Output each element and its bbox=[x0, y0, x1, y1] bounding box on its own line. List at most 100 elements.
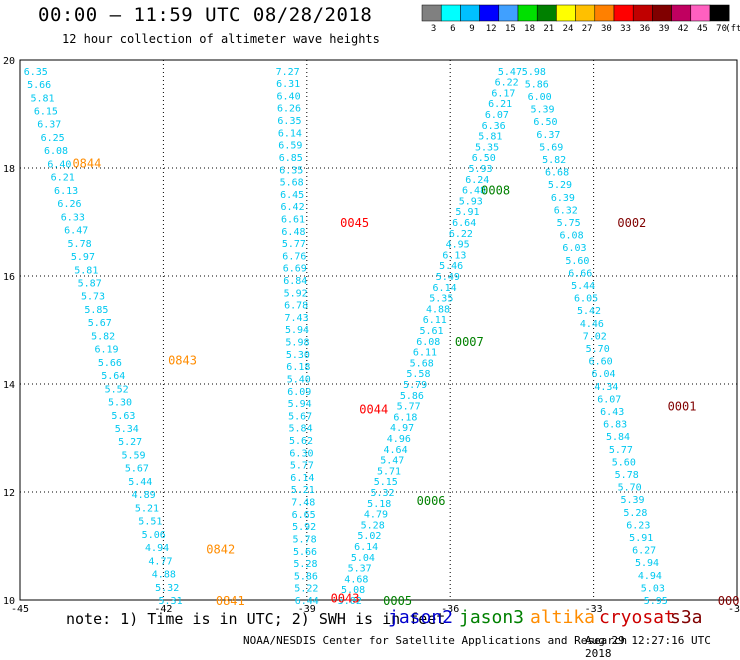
scale-swatch bbox=[460, 4, 480, 22]
wave-height-value: 6.50 bbox=[472, 153, 496, 164]
wave-height-value: 5.27 bbox=[118, 437, 142, 448]
wave-height-value: 6.36 bbox=[482, 121, 506, 132]
wave-height-value: 6.35 bbox=[279, 165, 303, 176]
wave-height-value: 5.66 bbox=[293, 547, 317, 558]
wave-height-value: 4.96 bbox=[387, 434, 411, 445]
lat-tick-label: 18 bbox=[3, 164, 15, 175]
wave-height-value: 5.18 bbox=[367, 499, 391, 510]
wave-height-value: 6.23 bbox=[626, 520, 650, 531]
wave-height-value: 5.32 bbox=[370, 488, 394, 499]
wave-height-value: 6.05 bbox=[574, 294, 598, 305]
wave-height-value: 4.68 bbox=[344, 574, 368, 585]
scale-swatch bbox=[690, 4, 711, 22]
wave-height-value: 6.22 bbox=[449, 229, 473, 240]
wave-height-value: 7.02 bbox=[583, 331, 607, 342]
wave-height-value: 4.89 bbox=[132, 490, 156, 501]
wave-height-value: 5.15 bbox=[374, 477, 398, 488]
wave-height-value: 5.22 bbox=[294, 584, 318, 595]
wave-height-value: 5.52 bbox=[105, 384, 129, 395]
wave-height-value: 6.11 bbox=[423, 315, 447, 326]
wave-height-value: 5.78 bbox=[615, 470, 639, 481]
wave-height-value: 5.03 bbox=[641, 583, 665, 594]
wave-height-value: 6.33 bbox=[61, 212, 85, 223]
wave-height-value: 5.44 bbox=[128, 477, 152, 488]
wave-height-value: 6.65 bbox=[292, 510, 316, 521]
scale-swatch bbox=[594, 4, 615, 22]
pass-id-label: 0007 bbox=[455, 335, 484, 349]
wave-height-value: 6.15 bbox=[34, 106, 58, 117]
wave-height-value: 7.43 bbox=[285, 313, 309, 324]
wave-height-value: 6.78 bbox=[284, 301, 308, 312]
pass-id-label: 0002 bbox=[617, 216, 646, 230]
wave-height-value: 6.60 bbox=[589, 357, 613, 368]
wave-height-value: 5.39 bbox=[531, 105, 555, 116]
wave-height-value: 5.40 bbox=[287, 374, 311, 385]
page-title: 00:00 – 11:59 UTC 08/28/2018 bbox=[38, 4, 373, 26]
wave-height-value: 4.64 bbox=[384, 445, 408, 456]
wave-height-value: 6.66 bbox=[568, 268, 592, 279]
wave-height-value: 6.59 bbox=[278, 141, 302, 152]
map-frame bbox=[19, 59, 738, 601]
wave-height-value: 5.46 bbox=[439, 261, 463, 272]
satellite-legend-jason2: jason2 bbox=[388, 607, 454, 628]
wave-height-value: 6.40 bbox=[277, 91, 301, 102]
wave-height-value: 5.21 bbox=[291, 485, 315, 496]
lat-tick-label: 16 bbox=[3, 272, 15, 283]
page-subtitle: 12 hour collection of altimeter wave hei… bbox=[62, 32, 380, 46]
lat-tick-label: 20 bbox=[3, 56, 15, 67]
wave-height-value: 4.88 bbox=[152, 570, 176, 581]
generated-timestamp: Aug 29 12:27:16 UTC 2018 bbox=[585, 634, 711, 660]
wave-height-value: 6.14 bbox=[278, 128, 302, 139]
wave-height-value: 5.84 bbox=[606, 432, 630, 443]
wave-height-value: 5.04 bbox=[351, 553, 375, 564]
wave-height-value: 6.07 bbox=[485, 110, 509, 121]
wave-height-value: 6.27 bbox=[632, 546, 656, 557]
wave-height-value: 6.85 bbox=[279, 153, 303, 164]
wave-height-value: 5.47 bbox=[498, 67, 522, 78]
wave-height-value: 7.48 bbox=[291, 498, 315, 509]
wave-height-value: 5.32 bbox=[155, 583, 179, 594]
wave-height-value: 5.08 bbox=[341, 585, 365, 596]
wave-height-value: 5.62 bbox=[289, 436, 313, 447]
scale-label: 45 bbox=[697, 24, 708, 34]
wave-height-value: 4.88 bbox=[426, 304, 450, 315]
wave-height-value: 6.19 bbox=[94, 345, 118, 356]
wave-height-value: 5.78 bbox=[293, 534, 317, 545]
wave-height-value: 4.77 bbox=[148, 556, 172, 567]
wave-height-value: 5.97 bbox=[71, 252, 95, 263]
wave-height-value: 5.69 bbox=[539, 142, 563, 153]
wave-height-value: 5.28 bbox=[623, 508, 647, 519]
wave-height-value: 5.82 bbox=[91, 331, 115, 342]
wave-height-value: 5.68 bbox=[280, 178, 304, 189]
wave-height-value: 6.00 bbox=[528, 92, 552, 103]
wave-height-value: 5.37 bbox=[348, 564, 372, 575]
scale-label: 3 bbox=[431, 24, 436, 34]
wave-height-value: 5.94 bbox=[285, 325, 309, 336]
wave-height-value: 6.47 bbox=[64, 226, 88, 237]
pass-id-label: 0005 bbox=[383, 594, 412, 608]
lon-tick-label: -39 bbox=[298, 604, 316, 615]
scale-swatch bbox=[440, 4, 461, 22]
lat-tick-label: 10 bbox=[3, 596, 15, 607]
wave-height-value: 6.37 bbox=[37, 120, 61, 131]
wave-height-value: 5.58 bbox=[406, 369, 430, 380]
wave-height-value: 5.31 bbox=[159, 596, 183, 607]
wave-height-value: 6.44 bbox=[295, 596, 319, 607]
wave-height-value: 4.94 bbox=[638, 571, 662, 582]
scale-swatch bbox=[709, 4, 730, 22]
scale-swatch bbox=[498, 4, 519, 22]
wave-height-value: 5.92 bbox=[292, 522, 316, 533]
pass-labels: 0844 0843 0842 0841 0045 0044 0043 0008 0007 0006… bbox=[72, 157, 740, 608]
wave-height-value: 6.39 bbox=[551, 193, 575, 204]
scale-swatch bbox=[421, 4, 442, 22]
wave-height-value: 5.77 bbox=[609, 445, 633, 456]
wave-height-value: 6.03 bbox=[562, 243, 586, 254]
wave-height-value: 6.25 bbox=[41, 133, 65, 144]
pass-id-label: 0843 bbox=[168, 354, 197, 368]
scale-swatch bbox=[671, 4, 692, 22]
wave-height-value: 5.98 bbox=[285, 338, 309, 349]
satellite-legend-altika: altika bbox=[530, 607, 596, 628]
wave-height-value: 5.84 bbox=[289, 424, 313, 435]
wave-height-value: 5.66 bbox=[27, 80, 51, 91]
